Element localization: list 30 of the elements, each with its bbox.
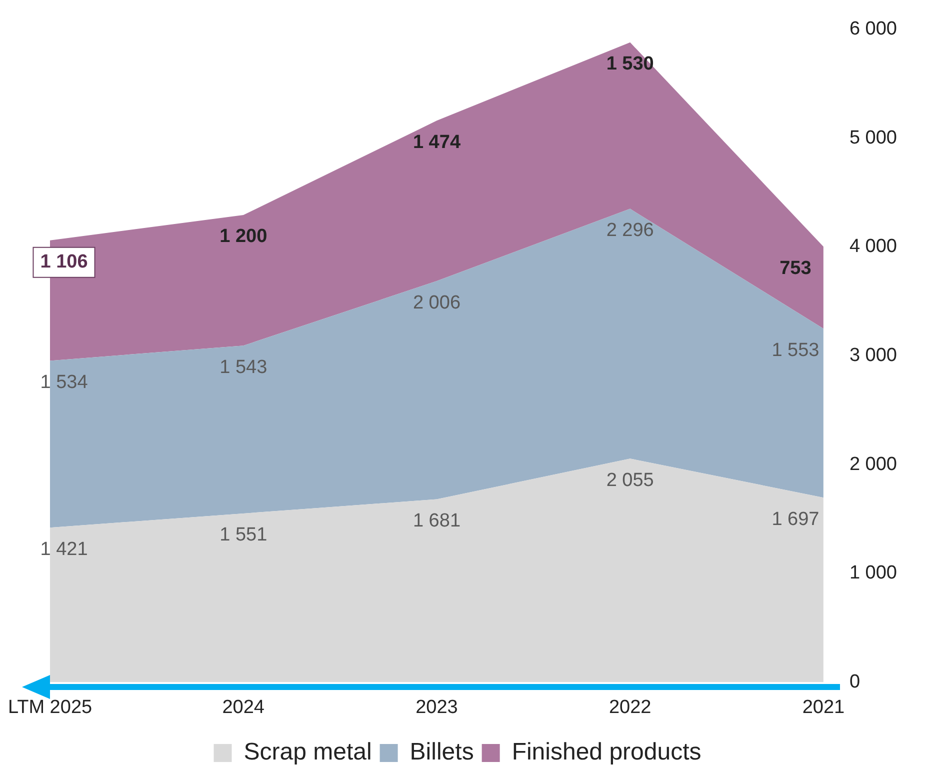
data-label: 1 534 — [40, 372, 88, 393]
x-tick-label: 2021 — [802, 696, 845, 718]
y-tick-label: 4 000 — [849, 236, 897, 258]
data-label: 1 681 — [412, 510, 460, 532]
y-tick-label: 1 000 — [849, 562, 897, 584]
data-label: 2 006 — [412, 292, 460, 314]
y-tick-label: 5 000 — [849, 127, 897, 148]
x-tick-label: 2024 — [222, 696, 265, 718]
x-tick-label: 2022 — [608, 696, 652, 718]
data-label: 1 200 — [220, 226, 268, 248]
data-label: 1 543 — [220, 356, 268, 378]
data-label: 1 421 — [40, 538, 88, 560]
data-label: 1 697 — [772, 508, 820, 530]
y-tick-label: 3 000 — [849, 345, 897, 366]
x-tick-label: LTM 2025 — [8, 696, 92, 718]
data-label: 2 296 — [606, 220, 654, 242]
data-label: 1 106 — [40, 252, 88, 273]
legend-label: Finished products — [512, 738, 702, 766]
data-label: 2 055 — [606, 470, 654, 491]
data-label: 1 530 — [606, 54, 654, 75]
data-label: 1 553 — [772, 340, 820, 361]
legend-label: Billets — [410, 738, 474, 766]
data-label: 1 474 — [412, 132, 461, 153]
y-tick-label: 2 000 — [849, 454, 897, 475]
y-tick-label: 0 — [849, 671, 860, 692]
legend-label: Scrap metal — [244, 738, 372, 766]
data-label: 753 — [780, 258, 812, 279]
data-label: 1 551 — [220, 524, 268, 546]
x-tick-label: 2023 — [416, 696, 458, 718]
y-tick-label: 6 000 — [849, 18, 897, 40]
